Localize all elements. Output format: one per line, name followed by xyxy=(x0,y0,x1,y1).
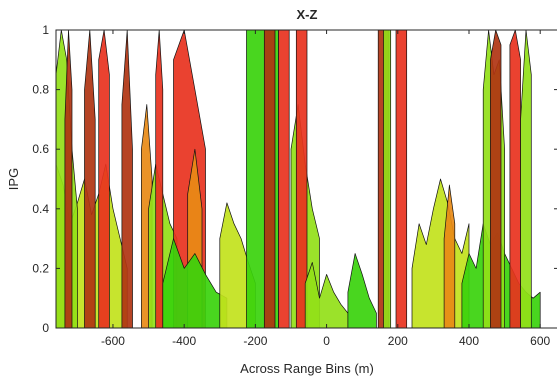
chart-title: X-Z xyxy=(297,7,318,22)
x-tick-label: -200 xyxy=(243,334,267,348)
series-area-5 xyxy=(121,30,133,328)
series-area-19 xyxy=(347,253,377,328)
x-tick-label: 0 xyxy=(323,334,330,348)
x-tick-label: -400 xyxy=(172,334,196,348)
y-tick-label: 0.2 xyxy=(32,261,49,275)
y-tick-label: 0.4 xyxy=(32,202,49,216)
x-axis-label: Across Range Bins (m) xyxy=(240,361,374,376)
series-area-28 xyxy=(509,30,521,328)
series-area-8 xyxy=(155,30,164,328)
x-tick-label: 600 xyxy=(530,334,550,348)
series-layer xyxy=(56,30,541,328)
x-tick-label: -600 xyxy=(101,334,125,348)
x-tick-label: 400 xyxy=(459,334,479,348)
series-area-17 xyxy=(295,30,308,328)
series-area-29 xyxy=(520,30,532,328)
series-area-4 xyxy=(98,30,110,328)
y-tick-label: 0.6 xyxy=(32,142,49,156)
y-tick-label: 0 xyxy=(42,321,49,335)
series-area-2 xyxy=(64,30,73,328)
axes-layer: -600 -400 -200 0 200 400 600 0 0.2 0.4 0.6 0.8 1 xyxy=(32,23,557,348)
series-area-3 xyxy=(84,30,96,328)
series-area-14 xyxy=(263,30,276,328)
plot-frame xyxy=(55,29,557,329)
y-tick-label: 0.8 xyxy=(32,83,49,97)
series-area-22 xyxy=(395,30,408,328)
y-axis-label: IPG xyxy=(6,168,21,190)
y-tick-label: 1 xyxy=(42,23,49,37)
series-area-27 xyxy=(490,30,502,328)
series-area-15 xyxy=(278,30,290,328)
series-area-24 xyxy=(443,184,456,328)
x-tick-label: 200 xyxy=(388,334,408,348)
series-area-21 xyxy=(383,30,392,328)
